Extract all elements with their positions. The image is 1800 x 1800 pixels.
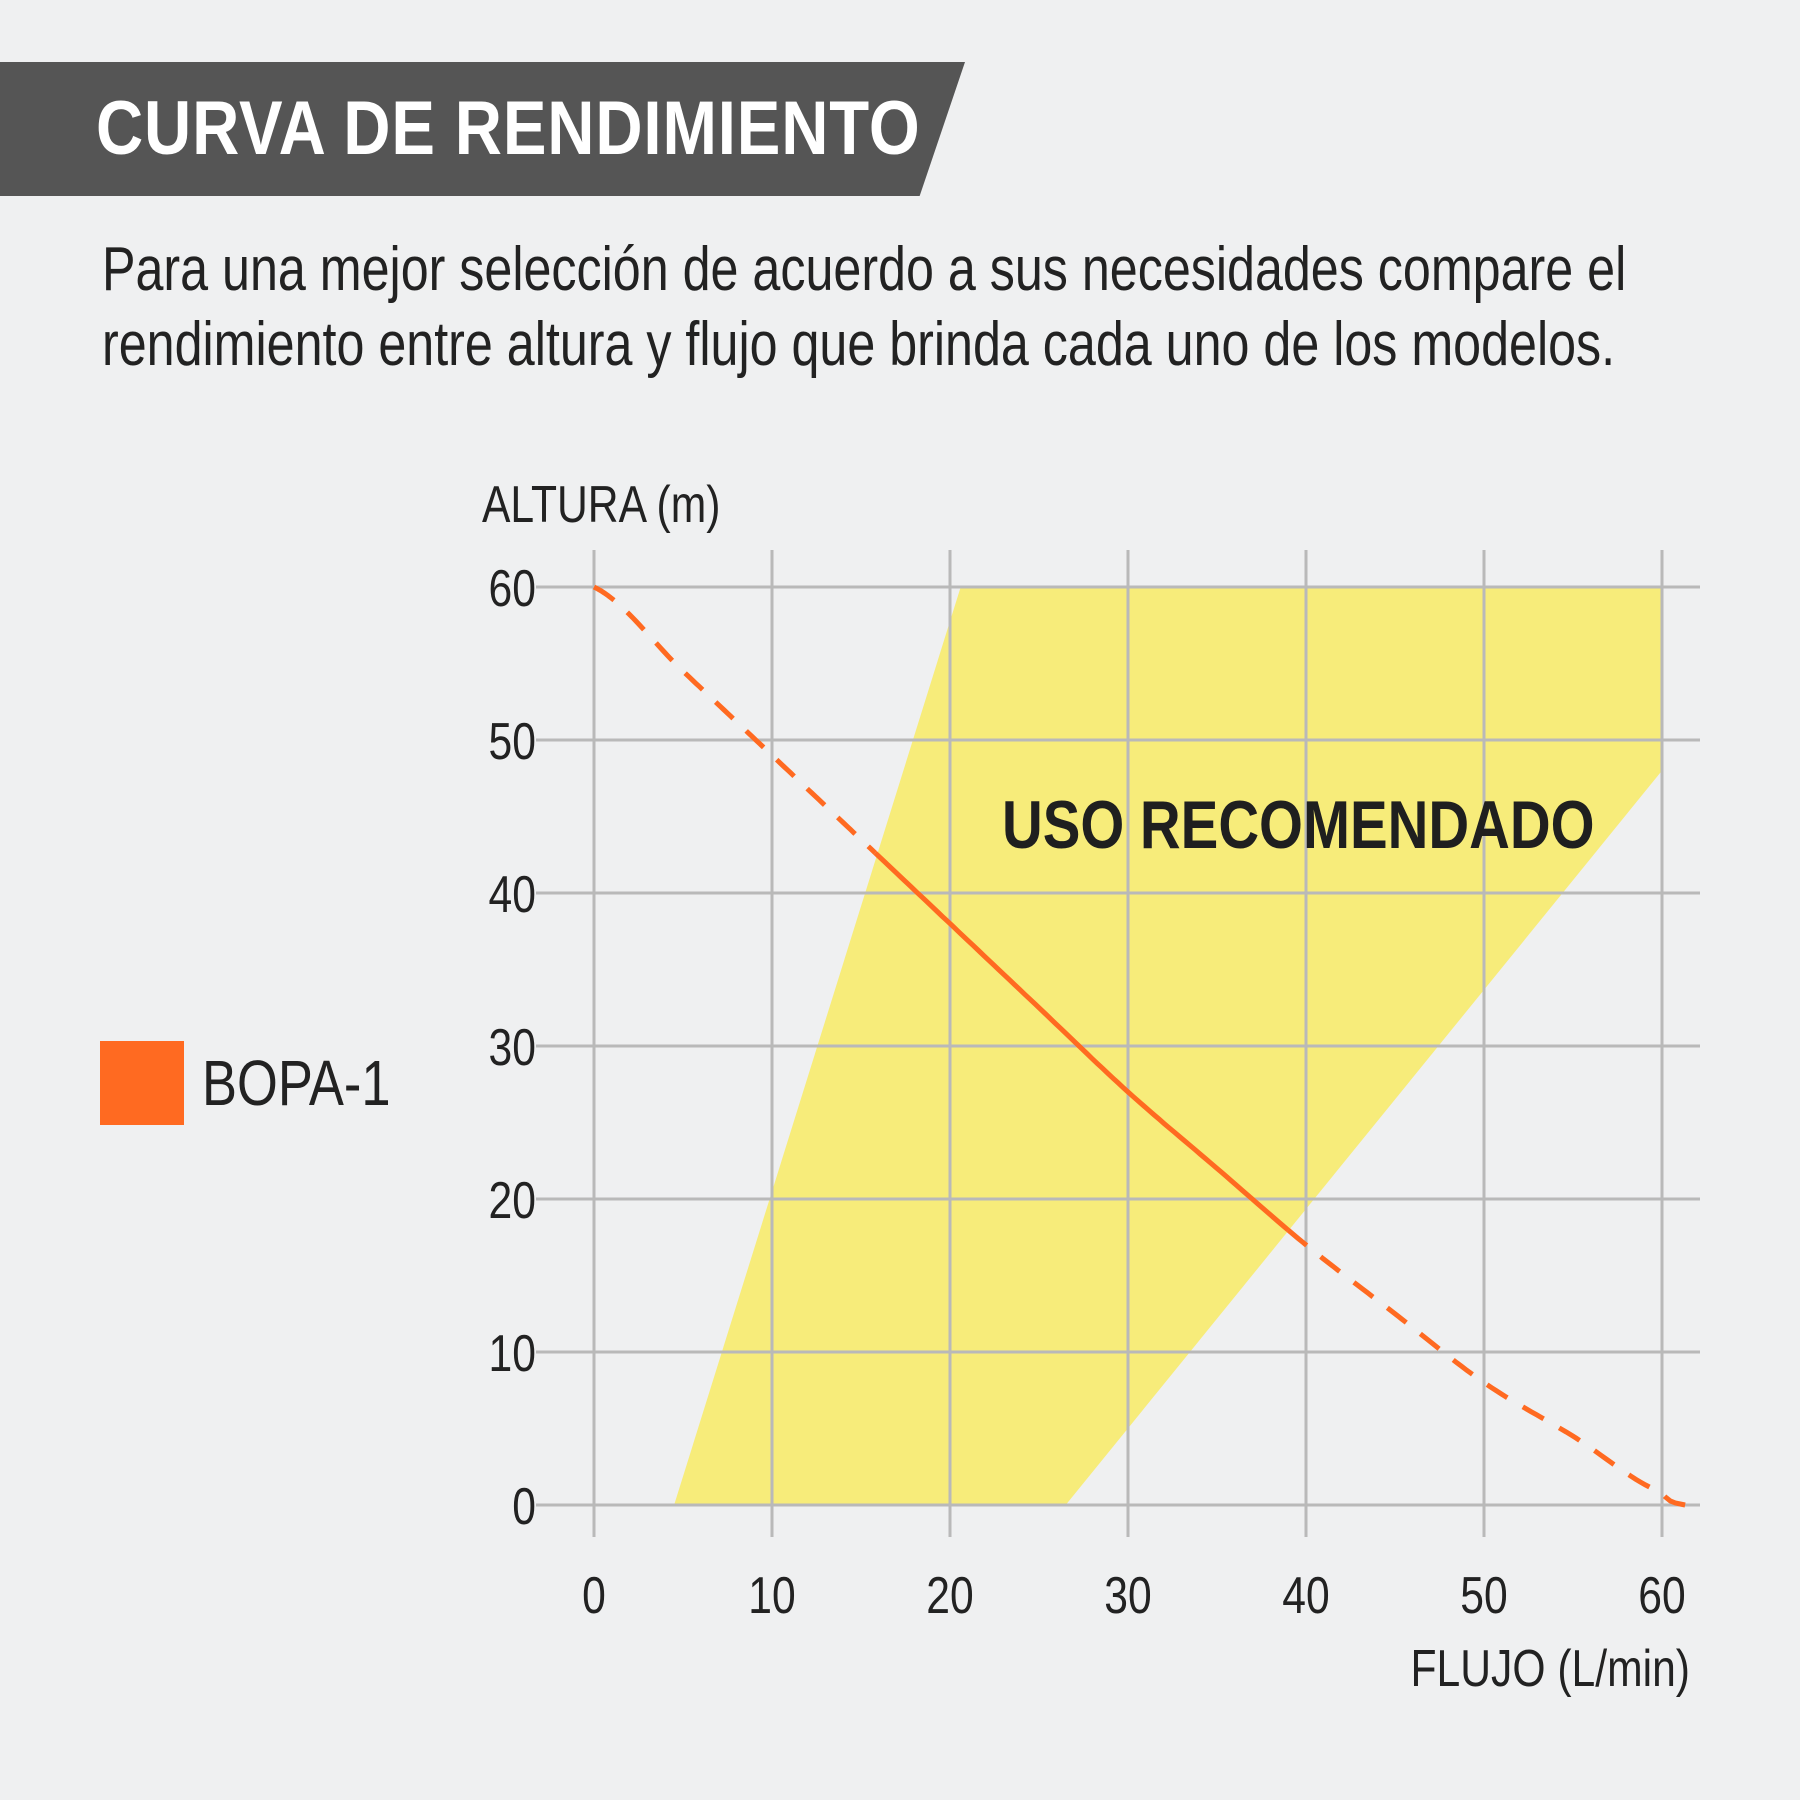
y-tick-label-20: 20: [489, 1172, 536, 1230]
legend-label-bopa-1: BOPA-1: [202, 1047, 391, 1119]
series-curve-solid: [873, 851, 1290, 1233]
legend-swatch-bopa-1: [100, 1041, 184, 1125]
y-tick-label-50: 50: [489, 713, 536, 771]
page-title: CURVA DE RENDIMIENTO: [96, 86, 921, 171]
y-tick-label-0: 0: [512, 1478, 536, 1536]
x-tick-label-10: 10: [748, 1567, 795, 1625]
y-tick-label-40: 40: [489, 866, 536, 924]
description-line-2: rendimiento entre altura y flujo que bri…: [102, 310, 1616, 379]
x-axis-label: FLUJO (L/min): [1410, 1640, 1690, 1698]
chart-description: Para una mejor selección de acuerdo a su…: [102, 232, 1641, 382]
x-tick-label-20: 20: [926, 1567, 973, 1625]
y-axis-label: ALTURA (m): [482, 476, 720, 534]
x-tick-label-40: 40: [1282, 1567, 1329, 1625]
x-tick-label-50: 50: [1460, 1567, 1507, 1625]
x-tick-labels: 0 10 20 30 40 50 60: [582, 1567, 1686, 1625]
grid: [536, 550, 1700, 1537]
y-tick-label-30: 30: [489, 1019, 536, 1077]
description-line-1: Para una mejor selección de acuerdo a su…: [102, 235, 1627, 304]
y-tick-labels: 0 10 20 30 40 50 60: [489, 560, 536, 1536]
title-banner: [0, 62, 965, 196]
series-curve-dashed-end: [1286, 1228, 1686, 1508]
region-label: USO RECOMENDADO: [1002, 787, 1594, 863]
y-tick-label-10: 10: [489, 1325, 536, 1383]
x-tick-label-0: 0: [582, 1567, 606, 1625]
y-tick-label-60: 60: [489, 560, 536, 618]
x-tick-label-60: 60: [1638, 1567, 1685, 1625]
x-tick-label-30: 30: [1104, 1567, 1151, 1625]
series-curve-dashed-start: [592, 584, 877, 855]
